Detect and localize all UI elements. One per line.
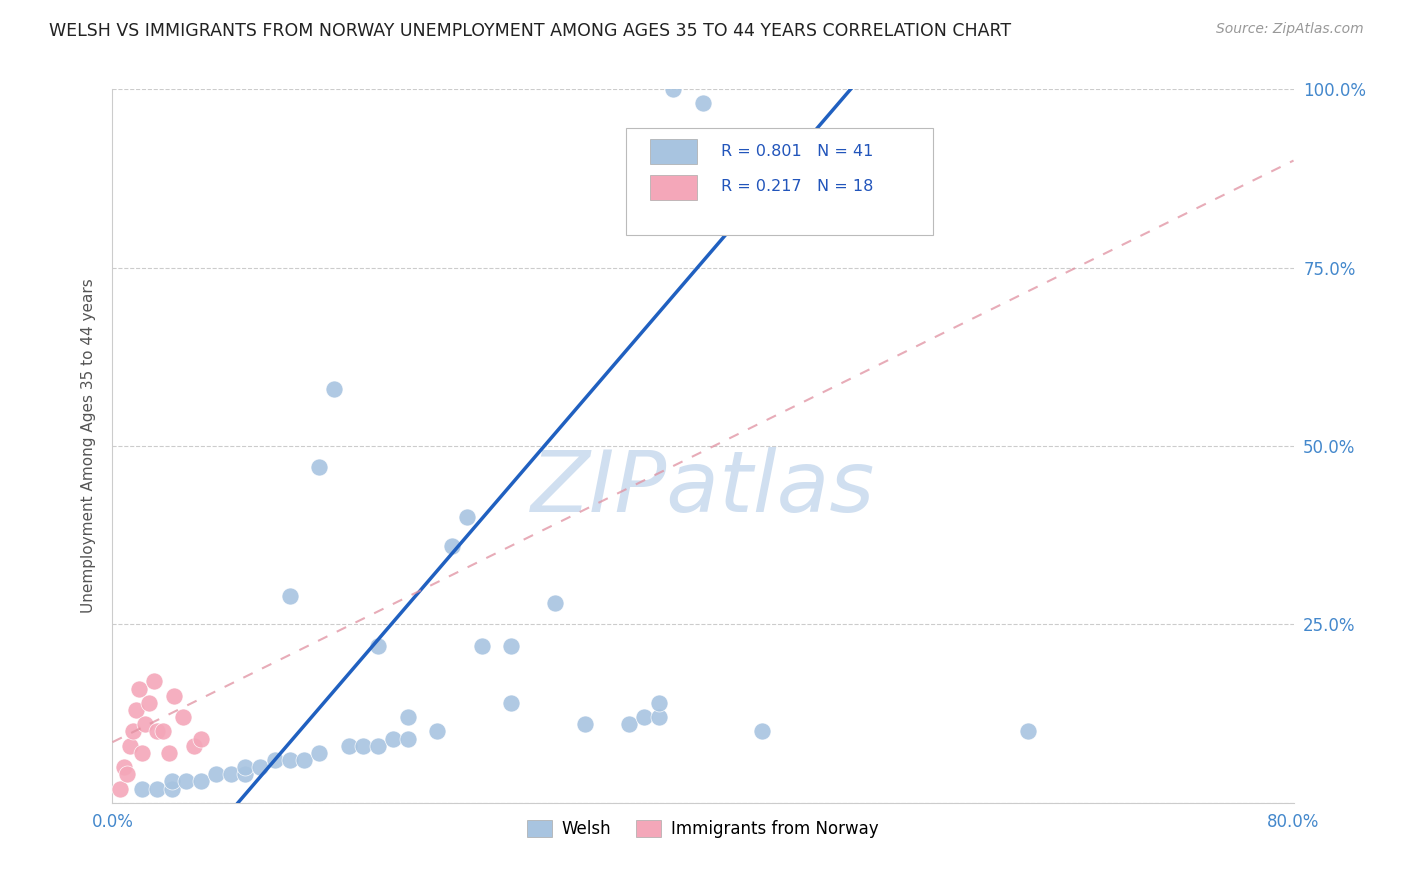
Text: Source: ZipAtlas.com: Source: ZipAtlas.com [1216, 22, 1364, 37]
Point [108, 781, 131, 796]
Point [233, 760, 256, 774]
Point [633, 710, 655, 724]
Point [662, 82, 685, 96]
Point [160, 774, 183, 789]
Point [190, 774, 212, 789]
Point [367, 639, 389, 653]
Point [278, 753, 301, 767]
Point [157, 746, 180, 760]
Point [308, 460, 330, 475]
Point [323, 382, 346, 396]
Point [190, 731, 212, 746]
Point [396, 731, 419, 746]
Point [233, 767, 256, 781]
Point [426, 724, 449, 739]
Point [219, 767, 242, 781]
Point [352, 739, 374, 753]
Point [544, 596, 567, 610]
Point [1017, 724, 1039, 739]
Point [647, 710, 671, 724]
Point [751, 724, 773, 739]
Point [160, 781, 183, 796]
Point [367, 739, 389, 753]
Point [619, 717, 641, 731]
Bar [650, 175, 697, 200]
Point [249, 760, 271, 774]
Bar [650, 139, 697, 164]
Point [128, 681, 150, 696]
Point [146, 781, 169, 796]
Point [120, 739, 142, 753]
Point [152, 724, 174, 739]
Point [163, 689, 186, 703]
Point [205, 767, 228, 781]
Point [174, 774, 197, 789]
Text: R = 0.217   N = 18: R = 0.217 N = 18 [721, 179, 873, 194]
Point [292, 753, 315, 767]
Point [142, 674, 165, 689]
Point [172, 710, 194, 724]
Point [382, 731, 405, 746]
Point [122, 724, 145, 739]
Point [647, 696, 671, 710]
Y-axis label: Unemployment Among Ages 35 to 44 years: Unemployment Among Ages 35 to 44 years [80, 278, 96, 614]
Point [138, 696, 160, 710]
Point [396, 710, 419, 724]
Point [574, 717, 596, 731]
Point [337, 739, 360, 753]
FancyBboxPatch shape [626, 128, 934, 235]
Point [183, 739, 205, 753]
Point [278, 589, 301, 603]
Text: WELSH VS IMMIGRANTS FROM NORWAY UNEMPLOYMENT AMONG AGES 35 TO 44 YEARS CORRELATI: WELSH VS IMMIGRANTS FROM NORWAY UNEMPLOY… [49, 22, 1011, 40]
Text: ZIPatlas: ZIPatlas [531, 447, 875, 531]
Point [456, 510, 478, 524]
Point [501, 696, 523, 710]
Point [117, 767, 138, 781]
Point [692, 96, 714, 111]
Point [264, 753, 287, 767]
Point [146, 724, 169, 739]
Point [131, 781, 153, 796]
Text: R = 0.801   N = 41: R = 0.801 N = 41 [721, 144, 873, 159]
Legend: Welsh, Immigrants from Norway: Welsh, Immigrants from Norway [520, 813, 886, 845]
Point [112, 760, 135, 774]
Point [501, 639, 523, 653]
Point [134, 717, 156, 731]
Point [470, 639, 494, 653]
Point [308, 746, 330, 760]
Point [441, 539, 464, 553]
Point [125, 703, 148, 717]
Point [131, 746, 153, 760]
